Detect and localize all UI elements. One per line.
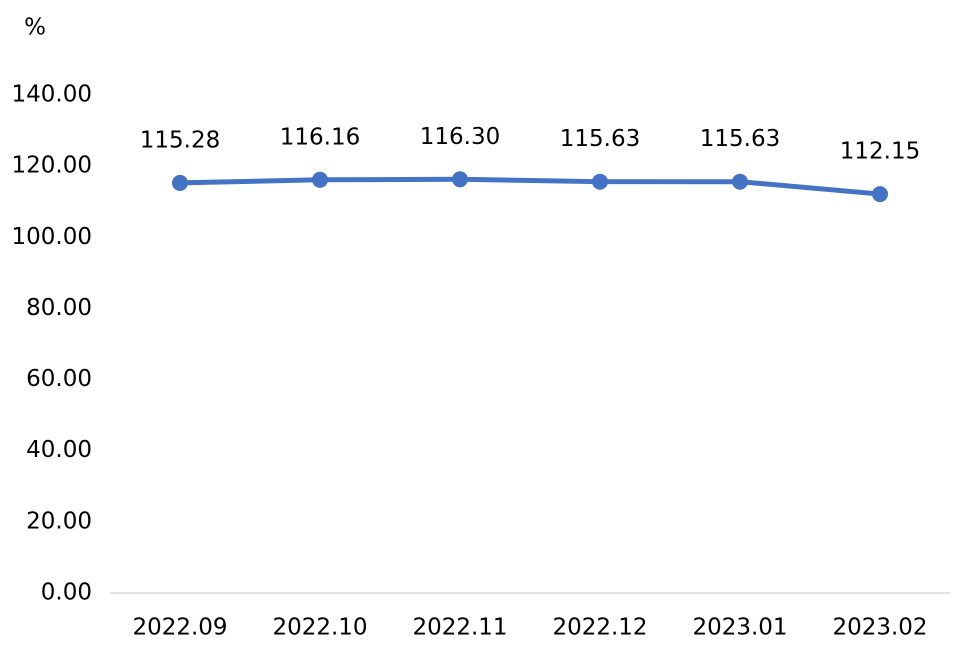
y-tick-label: 120.00 <box>12 153 92 179</box>
y-tick-label: 140.00 <box>12 82 92 108</box>
y-tick-label: 20.00 <box>26 508 92 534</box>
x-tick-label: 2022.10 <box>272 615 367 641</box>
y-tick-label: 80.00 <box>26 295 92 321</box>
y-tick-label: 60.00 <box>26 366 92 392</box>
data-label: 115.28 <box>140 127 220 153</box>
x-tick-label: 2023.02 <box>832 615 927 641</box>
data-point <box>732 173 748 190</box>
series-line <box>179 176 881 197</box>
data-point <box>452 171 468 188</box>
y-tick-label: 0.00 <box>41 580 92 606</box>
y-tick-label: 100.00 <box>12 224 92 250</box>
y-axis-label: % <box>24 15 46 41</box>
data-label: 112.15 <box>840 139 920 165</box>
data-label: 115.63 <box>560 126 640 152</box>
x-tick-label: 2022.12 <box>552 615 647 641</box>
data-label: 116.30 <box>420 124 500 150</box>
data-label: 115.63 <box>700 126 780 152</box>
data-label: 116.16 <box>280 124 360 150</box>
data-point <box>872 186 888 203</box>
x-tick-label: 2022.11 <box>412 615 507 641</box>
data-point <box>172 174 188 191</box>
x-tick-label: 2023.01 <box>692 615 787 641</box>
x-tick-label: 2022.09 <box>132 615 227 641</box>
data-point <box>312 171 328 188</box>
y-tick-label: 40.00 <box>26 437 92 463</box>
data-point <box>592 173 608 190</box>
